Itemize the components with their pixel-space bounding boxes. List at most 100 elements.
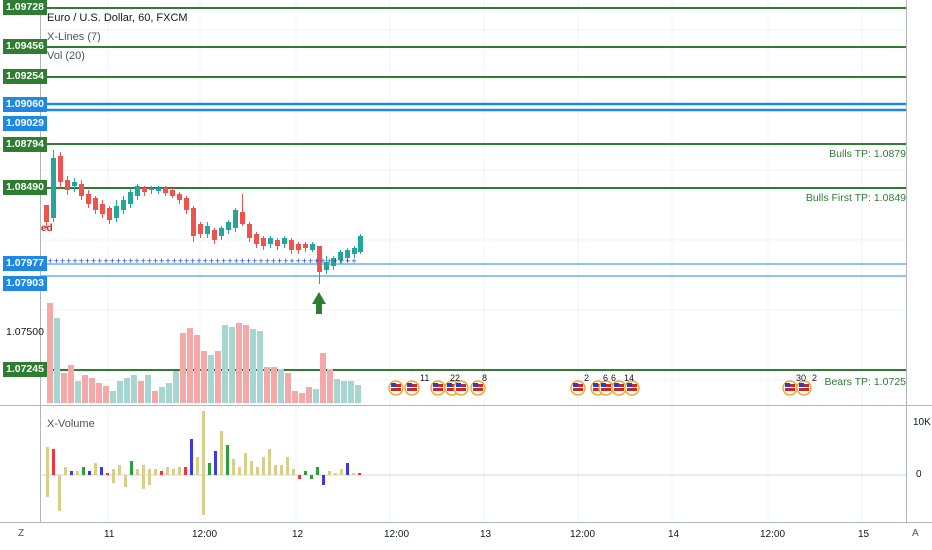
flag-stripe [573, 388, 583, 391]
xvolume-bar [76, 471, 79, 475]
price-tag[interactable]: 1.08794 [3, 137, 47, 152]
right-axis-border [906, 0, 907, 522]
candle-body [163, 188, 168, 193]
price-tag[interactable]: 1.09060 [3, 97, 47, 112]
plus-marker: + [128, 256, 133, 266]
symbol-title[interactable]: Euro / U.S. Dollar, 60, FXCM [47, 12, 188, 24]
buy-arrow-icon [312, 292, 326, 314]
plus-marker: + [283, 256, 288, 266]
time-axis-label: 12:00 [760, 529, 786, 540]
candle-body [191, 208, 196, 236]
xvolume-bar [160, 471, 163, 475]
auto-scale-a-button[interactable]: A [912, 528, 919, 539]
volume-bar [278, 369, 284, 403]
plus-marker: + [110, 256, 115, 266]
economic-event-flag-icon[interactable] [470, 380, 486, 396]
price-tag[interactable]: 1.07245 [3, 362, 47, 377]
candle-body [240, 212, 245, 224]
price-tag[interactable]: 1.09254 [3, 69, 47, 84]
plus-marker: + [252, 256, 257, 266]
xvolume-bar [64, 467, 67, 475]
volume-bar [124, 378, 130, 403]
xvolume-title[interactable]: X-Volume [47, 418, 95, 430]
event-count: 6 [611, 373, 616, 383]
event-count: 2 [584, 373, 589, 383]
volume-bar [47, 303, 53, 403]
plus-marker: + [159, 256, 164, 266]
xvolume-bar [226, 445, 229, 475]
economic-event-flag-icon[interactable] [796, 380, 812, 396]
candle-body [149, 188, 154, 190]
xvolume-bar [124, 475, 127, 487]
indicator-xlines[interactable]: X-Lines (7) [47, 31, 101, 43]
indicator-vol[interactable]: Vol (20) [47, 50, 85, 62]
economic-event-flag-icon[interactable] [388, 380, 404, 396]
flag-stripe [391, 388, 401, 391]
economic-event-flag-icon[interactable] [453, 380, 469, 396]
volume-bar [75, 381, 81, 403]
economic-event-flag-icon[interactable] [598, 380, 614, 396]
economic-event-flag-icon[interactable] [782, 380, 798, 396]
pane-divider[interactable] [0, 405, 932, 406]
xvolume-bar [328, 471, 331, 475]
economic-event-flag-icon[interactable] [611, 380, 627, 396]
plus-marker: + [227, 256, 232, 266]
candle-body [233, 210, 238, 228]
flag-canton [407, 383, 412, 387]
price-tag[interactable]: 1.07500 [6, 326, 44, 338]
event-count: 22 [450, 373, 460, 383]
bulls-tp-label: Bulls TP: 1.0879 [829, 148, 906, 160]
flag-canton [799, 383, 804, 387]
volume-bar [208, 355, 214, 403]
volume-bar [180, 333, 186, 403]
price-tag[interactable]: 1.09728 [3, 0, 47, 15]
price-tag[interactable]: 1.09029 [3, 116, 47, 131]
economic-event-flag-icon[interactable] [430, 380, 446, 396]
plus-marker: + [246, 256, 251, 266]
zoom-z-button[interactable]: Z [18, 528, 25, 539]
plus-marker: + [302, 256, 307, 266]
volume-bar [355, 385, 361, 403]
economic-event-flag-icon[interactable] [404, 380, 420, 396]
time-axis-label: 12:00 [570, 529, 596, 540]
bulls-first-tp-label: Bulls First TP: 1.0849 [805, 192, 906, 204]
volume-bar [271, 367, 277, 403]
xvolume-bar [262, 457, 265, 475]
volume-bar [201, 351, 207, 403]
volume-bar [341, 381, 347, 403]
volume-bar [117, 381, 123, 403]
xvolume-bar [238, 467, 241, 475]
xvolume-bar [148, 475, 151, 485]
flag-stripe [456, 388, 466, 391]
plus-marker: + [147, 256, 152, 266]
candle-body [79, 184, 84, 196]
economic-event-flag-icon[interactable] [570, 380, 586, 396]
flag-canton [391, 383, 396, 387]
xvolume-bar [334, 473, 337, 475]
economic-event-flag-icon[interactable] [624, 380, 640, 396]
plus-marker: + [221, 256, 226, 266]
candle-body [296, 244, 301, 250]
event-count: 2 [812, 373, 817, 383]
plus-marker: + [339, 256, 344, 266]
xvolume-bar [340, 469, 343, 475]
plus-marker: + [172, 256, 177, 266]
candle-body [156, 188, 161, 191]
xvolume-bar [346, 463, 349, 475]
plus-marker: + [296, 256, 301, 266]
price-tag[interactable]: 1.07903 [3, 276, 47, 291]
price-tag[interactable]: 1.09456 [3, 39, 47, 54]
price-tag[interactable]: 1.08490 [3, 180, 47, 195]
candle-body [170, 190, 175, 196]
candle-body [254, 234, 259, 244]
candle-body [352, 248, 357, 254]
xvolume-bar [112, 469, 115, 475]
plus-marker: + [289, 256, 294, 266]
xvolume-bar [142, 465, 145, 475]
plus-marker: + [54, 256, 59, 266]
price-tag[interactable]: 1.07977 [3, 256, 47, 271]
flag-stripe [799, 388, 809, 391]
plus-marker: + [122, 256, 127, 266]
